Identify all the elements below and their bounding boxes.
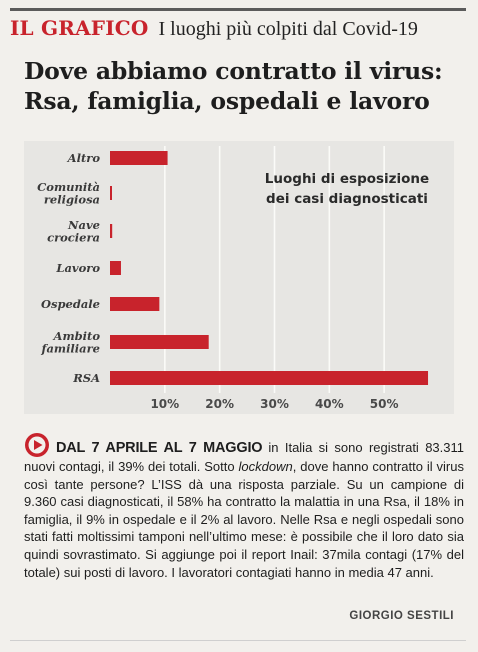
article-body: DAL 7 APRILE AL 7 MAGGIO in Italia si son…: [24, 432, 464, 581]
top-rule: [10, 8, 466, 11]
bottom-rule: [10, 640, 466, 641]
category-label-5-1: familiare: [41, 341, 101, 355]
tick-label-3: 40%: [315, 397, 344, 411]
tick-label-0: 10%: [150, 397, 179, 411]
section-header: IL GRAFICO I luoghi più colpiti dal Covi…: [10, 16, 418, 42]
category-label-3-0: Lavoro: [55, 261, 100, 275]
chart-panel: Luoghi di esposizione dei casi diagnostic…: [24, 141, 454, 414]
bar-0: [110, 151, 168, 165]
category-label-0-0: Altro: [67, 151, 101, 165]
byline: GIORGIO SESTILI: [349, 610, 454, 622]
chart-title-line-0: Luoghi di esposizione: [265, 171, 429, 187]
category-label-4-0: Ospedale: [41, 297, 100, 311]
bar-6: [110, 371, 429, 385]
headline-line-1: Dove abbiamo contratto il virus:: [24, 57, 443, 85]
category-label-1-1: religiosa: [44, 192, 100, 206]
article-text-italic: lockdown: [238, 459, 293, 474]
headline-line-2: Rsa, famiglia, ospedali e lavoro: [24, 87, 430, 115]
category-label-1-0: Comunità: [37, 180, 100, 194]
tick-label-2: 30%: [260, 397, 289, 411]
section-kicker: I luoghi più colpiti dal Covid-19: [158, 18, 418, 40]
article-lead: DAL 7 APRILE AL 7 MAGGIO: [56, 440, 263, 456]
chart-title-line-1: dei casi diagnosticati: [266, 191, 428, 207]
category-label-2-1: crociera: [47, 230, 100, 244]
bar-1: [110, 186, 112, 200]
bar-chart: Luoghi di esposizione dei casi diagnostic…: [37, 146, 429, 411]
bar-2: [110, 224, 113, 238]
bar-4: [110, 297, 160, 311]
tick-label-4: 50%: [370, 397, 399, 411]
category-label-5-0: Ambito: [53, 329, 101, 343]
article-text-2: , dove hanno contratto il virus così tan…: [24, 459, 464, 580]
bar-3: [110, 261, 121, 275]
play-icon: [25, 433, 49, 457]
article-text-1: in Italia si sono registrati 83.311 nuov…: [24, 440, 464, 474]
bar-5: [110, 335, 209, 349]
category-label-2-0: Nave: [67, 218, 100, 232]
headline: Dove abbiamo contratto il virus: Rsa, fa…: [24, 56, 464, 116]
tick-label-1: 20%: [205, 397, 234, 411]
section-tag: IL GRAFICO: [10, 16, 149, 40]
category-label-6-0: RSA: [72, 371, 100, 385]
